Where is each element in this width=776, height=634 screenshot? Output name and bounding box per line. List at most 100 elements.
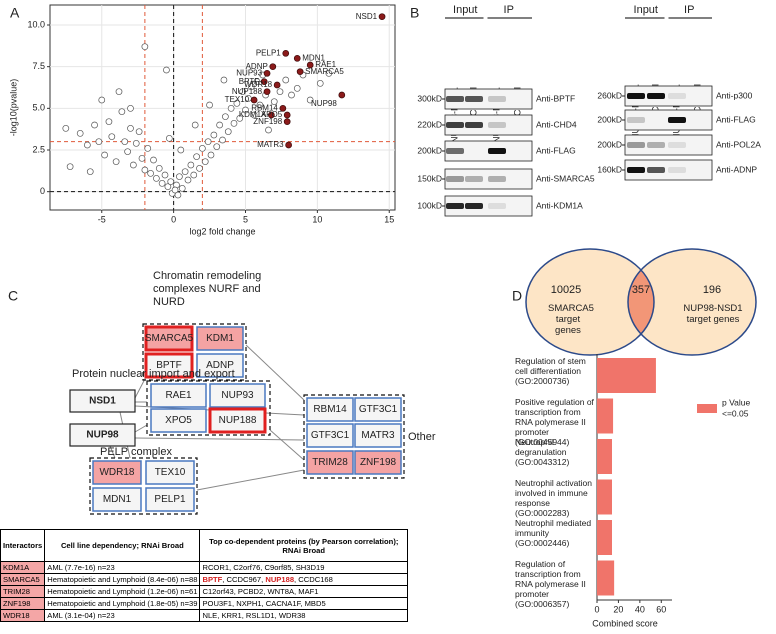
point xyxy=(127,104,134,112)
category-label: Regulation of stem cell differentiation … xyxy=(515,356,586,386)
band xyxy=(627,93,645,99)
category-label: Neutrophil degranulation (GO:0043312) xyxy=(515,437,570,467)
point xyxy=(256,101,264,109)
y-tick-label: 0 xyxy=(40,186,45,196)
point xyxy=(316,79,324,87)
x-tick-label: 40 xyxy=(635,604,645,614)
node xyxy=(144,325,194,352)
dependency-cell: AML (7.7e-16) n=23 xyxy=(44,561,201,574)
group-title: Chromatin remodeling complexes NURF and … xyxy=(153,270,262,308)
point xyxy=(84,141,91,149)
point xyxy=(86,168,94,176)
node xyxy=(69,423,136,447)
node-label: WDR18 xyxy=(99,467,134,478)
table-row: ZNF198 Hematopoietic and Lymphoid (1.8e-0… xyxy=(0,597,408,610)
group-title: Other xyxy=(408,431,436,443)
point-label: NUP93 xyxy=(236,68,262,77)
table-row: SMARCA5 Hematopoietic and Lymphoid (8.4e-… xyxy=(0,573,408,586)
point xyxy=(127,124,134,132)
point xyxy=(164,183,172,191)
panel-label: C xyxy=(8,288,18,304)
group-box xyxy=(142,323,247,381)
node xyxy=(196,326,244,351)
gene-list: RCOR1, C2orf76, C9orf85, SH3D19 xyxy=(202,563,325,572)
node xyxy=(354,423,402,448)
point xyxy=(150,156,157,164)
blot-header: Input xyxy=(453,4,477,16)
node xyxy=(354,397,402,422)
hit-point xyxy=(273,81,281,89)
interactor-cell: KDM1A xyxy=(0,561,46,574)
bar xyxy=(597,560,615,596)
point-label: MDN1 xyxy=(302,53,325,62)
point xyxy=(239,88,246,96)
point xyxy=(178,184,186,192)
group-title: PELP complex xyxy=(100,446,172,458)
codependent-cell: RCOR1, C2orf76, C9orf85, SH3D19 xyxy=(199,561,408,574)
node xyxy=(306,450,354,475)
venn-count: 196 xyxy=(703,284,721,296)
point-label: PELP1 xyxy=(256,48,281,57)
antibody-label: Anti-ADNP xyxy=(716,164,757,174)
group-box xyxy=(303,394,405,479)
gene-list: NLE, KRR1, RSL1D1, WDR38 xyxy=(202,611,306,620)
node-label: SMARCA5 xyxy=(145,333,194,344)
point-label: SMARCA5 xyxy=(305,67,344,76)
point xyxy=(108,133,116,141)
y-axis-label: -log10(pvalue) xyxy=(8,79,18,137)
node xyxy=(150,383,207,408)
bar xyxy=(597,358,656,393)
band xyxy=(627,142,645,148)
node xyxy=(145,487,195,512)
mw-label: 200kD xyxy=(597,139,622,149)
hit-point xyxy=(338,91,346,99)
point xyxy=(207,151,215,159)
mw-label: 300kD xyxy=(417,93,442,103)
band xyxy=(465,176,483,182)
interactor-cell: WDR18 xyxy=(0,609,46,622)
x-axis-label: log2 fold change xyxy=(189,226,255,236)
node-label: TEX10 xyxy=(155,467,186,478)
band xyxy=(647,167,665,173)
edge xyxy=(134,424,148,433)
point xyxy=(138,154,146,162)
band xyxy=(488,148,506,154)
venn-label: SMARCA5 target genes xyxy=(548,303,594,336)
point xyxy=(224,128,232,136)
node-label: PELP1 xyxy=(154,494,186,505)
point xyxy=(253,78,261,86)
codependent-cell: BPTF, CCDC967, NUP188, CCDC168 xyxy=(199,573,408,586)
x-tick-label: 60 xyxy=(656,604,666,614)
dependency-cell: Hematopoietic and Lymphoid (1.2e-06) n=6… xyxy=(44,585,201,598)
hit-point xyxy=(306,61,314,69)
node xyxy=(306,423,354,448)
point-label: MATR3 xyxy=(257,140,284,149)
point xyxy=(171,186,179,194)
hit-point xyxy=(282,49,290,57)
band xyxy=(465,122,483,128)
point xyxy=(101,151,108,159)
point-label: BPTF xyxy=(239,77,260,86)
point xyxy=(165,134,173,142)
legend-title: p Value xyxy=(722,397,750,407)
codependent-cell: POU3F1, NXPH1, CACNA1F, MBD5 xyxy=(199,597,408,610)
band xyxy=(668,117,686,123)
category-label: Regulation of transcription from RNA pol… xyxy=(515,558,586,609)
band xyxy=(668,142,686,148)
x-axis-label: Combined score xyxy=(592,618,658,628)
point xyxy=(135,128,143,136)
point xyxy=(95,138,103,146)
x-tick-label: -5 xyxy=(98,214,106,224)
hit-point xyxy=(279,104,287,112)
point xyxy=(193,153,200,161)
point xyxy=(230,119,238,127)
group-box xyxy=(146,380,271,436)
y-tick-label: 10.0 xyxy=(27,19,45,29)
point xyxy=(118,108,126,116)
edge xyxy=(109,445,116,459)
point xyxy=(206,101,213,109)
y-tick-label: 5.0 xyxy=(32,103,45,113)
point xyxy=(270,98,278,106)
edge xyxy=(134,437,305,441)
highlighted-gene: NUP188 xyxy=(265,575,295,584)
